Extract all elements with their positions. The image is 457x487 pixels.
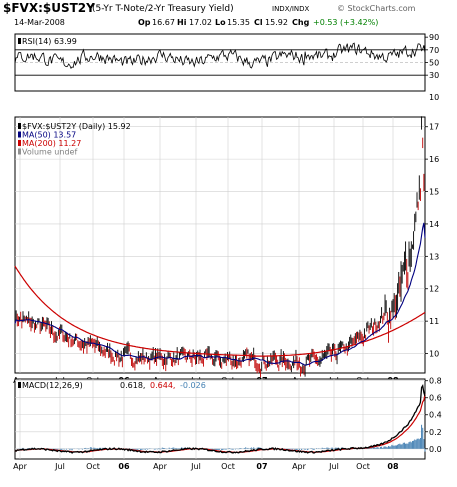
chart-exchange: INDX/INDX <box>272 5 310 13</box>
macd-x-label: Jul <box>190 462 201 471</box>
price-legend-entry: MA(50) 13.57 <box>22 131 76 140</box>
stat-chg-label: Chg <box>292 18 310 27</box>
chart-description: (5-Yr T-Note/2-Yr Treasury Yield) <box>92 4 234 14</box>
macd-tick-label: 0.0 <box>429 445 442 454</box>
price-tick-label: 17 <box>429 123 439 132</box>
price-tick-label: 16 <box>429 155 439 164</box>
stat-lo-value: 15.35 <box>227 18 250 27</box>
price-legend-marker <box>18 148 21 155</box>
macd-tick-label: 0.8 <box>429 377 442 386</box>
chart-date: 14-Mar-2008 <box>14 18 65 27</box>
macd-tick-label: 0.4 <box>429 411 442 420</box>
ma200-line <box>14 265 426 357</box>
rsi-tick-label: 90 <box>429 33 439 42</box>
stockcharts-watermark: © StockCharts.com <box>337 4 416 13</box>
chart-body: 17 16 15 14 13 12 11 10 $FVX:$UST2Y (Daily) 15.9… <box>13 33 442 471</box>
macd-x-label: 06 <box>118 462 130 471</box>
macd-x-label: Oct <box>86 462 100 471</box>
price-tick-label: 15 <box>429 188 439 197</box>
macd-legend-entry: 0.644, <box>150 381 175 390</box>
macd-legend-entry: -0.026 <box>180 381 206 390</box>
rsi-line <box>14 42 426 70</box>
stat-cl-label: Cl <box>254 18 263 27</box>
rsi-panel: 90 70 50 30 10 RSI(14) 63.99 <box>14 33 439 102</box>
macd-tick-label: 0.2 <box>429 428 442 437</box>
price-tick-label: 14 <box>429 220 439 229</box>
stat-chg-value: +0.53 (+3.42%) <box>313 18 378 27</box>
macd-legend-entry: 0.618, <box>120 381 145 390</box>
price-tick-label: 11 <box>429 317 439 326</box>
price-legend-marker <box>18 140 21 146</box>
rsi-tick-label: 10 <box>429 93 439 102</box>
rsi-legend-marker <box>18 38 21 44</box>
macd-x-label: Apr <box>153 462 168 471</box>
macd-frame <box>14 378 426 460</box>
macd-x-label: Jul <box>328 462 339 471</box>
price-panel: 17 16 15 14 13 12 11 10 $FVX:$UST2Y (Daily) 15.9… <box>13 116 439 385</box>
rsi-tick-label: 50 <box>429 59 439 68</box>
macd-x-label: Apr <box>13 462 28 471</box>
stat-lo-label: Lo <box>215 18 226 27</box>
stat-hi-label: Hi <box>177 18 187 27</box>
macd-legend-marker <box>18 382 21 388</box>
price-legend-entry: $FVX:$UST2Y (Daily) 15.92 <box>22 122 131 131</box>
macd-tick-label: 0.6 <box>429 394 442 403</box>
macd-x-label: 08 <box>387 462 399 471</box>
price-tick-label: 12 <box>429 285 439 294</box>
macd-x-label: Jul <box>54 462 65 471</box>
stat-op-label: Op <box>138 18 151 27</box>
price-legend-entry: Volume undef <box>22 148 77 157</box>
price-legend-marker <box>18 123 21 129</box>
macd-x-label: Oct <box>356 462 370 471</box>
rsi-legend: RSI(14) 63.99 <box>22 37 77 46</box>
macd-legend-entry: MACD(12,26,9) <box>22 381 83 390</box>
ma50-line <box>14 222 426 366</box>
price-legend-marker <box>18 131 21 138</box>
rsi-tick-label: 30 <box>429 71 439 80</box>
stat-cl-value: 15.92 <box>265 18 288 27</box>
macd-x-label: Apr <box>292 462 307 471</box>
price-tick-label: 13 <box>429 252 439 261</box>
stats-row: Op 16.67 Hi 17.02 Lo 15.35 Cl 15.92 Chg … <box>138 18 378 27</box>
chart-symbol: $FVX:$UST2Y <box>3 1 95 15</box>
macd-x-label: 07 <box>256 462 267 471</box>
price-legend-entry: MA(200) 11.27 <box>22 139 81 148</box>
stat-op-value: 16.67 <box>152 18 175 27</box>
stat-hi-value: 17.02 <box>189 18 212 27</box>
price-tick-label: 10 <box>429 350 439 359</box>
macd-line <box>14 384 426 454</box>
rsi-tick-label: 70 <box>429 46 439 55</box>
macd-panel: 0.8 0.6 0.4 0.2 0.0 MACD(12,26,9) 0.618, 0.644,… <box>13 377 442 471</box>
macd-x-label: Oct <box>221 462 235 471</box>
